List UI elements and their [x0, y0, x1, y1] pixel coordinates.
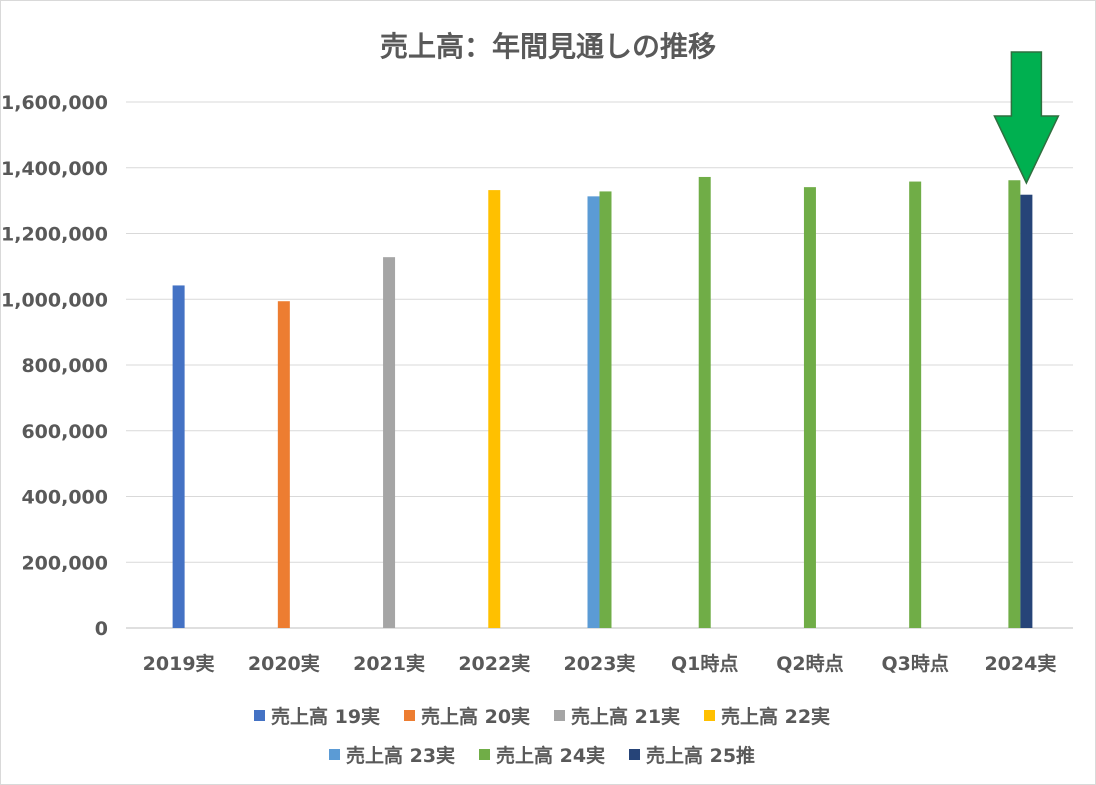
legend-label: 売上高 21実: [571, 705, 680, 728]
legend-label: 売上高 23実: [346, 744, 455, 767]
chart-title: 売上高：年間見通しの推移: [380, 30, 716, 63]
y-axis-ticks: 0 200,000 400,000 600,000 800,000 1,000,000 1,…: [1, 92, 108, 640]
x-tick-label: Q2時点: [776, 653, 843, 675]
y-tick-label: 0: [95, 618, 108, 640]
annotation: [993, 51, 1060, 185]
y-tick-label: 1,200,000: [1, 224, 108, 246]
bar-2020実-売上高-20実: [277, 301, 290, 628]
bar-2022実-売上高-22実: [488, 190, 501, 629]
down-arrow-icon: [993, 51, 1060, 185]
y-tick-label: 200,000: [21, 552, 108, 574]
bars: [172, 176, 1033, 629]
bar-2021実-売上高-21実: [383, 257, 396, 628]
bar-Q2時点-売上高-24実: [803, 187, 816, 629]
bar-2019実-売上高-19実: [172, 285, 185, 628]
x-tick-label: 2023実: [564, 652, 636, 675]
y-tick-label: 800,000: [21, 355, 108, 377]
legend-swatch: [329, 749, 340, 760]
bar-2024実-売上高-25推: [1020, 194, 1033, 628]
x-tick-label: 2021実: [353, 652, 425, 675]
legend-swatch: [254, 710, 265, 721]
x-tick-label: Q3時点: [881, 653, 948, 675]
x-tick-label: 2022実: [458, 652, 530, 675]
legend-swatch: [629, 749, 640, 760]
legend-swatch: [479, 749, 490, 760]
bar-Q3時点-売上高-24実: [909, 181, 922, 628]
x-tick-label: 2019実: [143, 652, 215, 675]
y-tick-label: 1,600,000: [1, 92, 108, 114]
y-tick-label: 600,000: [21, 421, 108, 443]
bar-2023実-売上高-23実: [587, 196, 600, 628]
bar-2024実-売上高-24実: [1008, 180, 1021, 628]
legend-label: 売上高 19実: [271, 705, 380, 728]
y-tick-label: 400,000: [21, 487, 108, 509]
legend-label: 売上高 22実: [721, 705, 830, 728]
x-axis-ticks: 2019実 2020実 2021実 2022実 2023実 Q1時点 Q2時点 Q3時点 202…: [143, 652, 1057, 675]
bar-2023実-売上高-24実: [599, 191, 612, 629]
legend-swatch: [404, 710, 415, 721]
x-tick-label: 2024実: [984, 652, 1056, 675]
legend-label: 売上高 20実: [421, 705, 530, 728]
bar-Q1時点-売上高-24実: [698, 176, 711, 628]
x-tick-label: Q1時点: [671, 653, 738, 675]
legend-label: 売上高 24実: [496, 744, 605, 767]
y-tick-label: 1,000,000: [1, 289, 108, 311]
y-tick-label: 1,400,000: [1, 158, 108, 180]
x-tick-label: 2020実: [248, 652, 320, 675]
legend-label: 売上高 25推: [646, 744, 755, 767]
legend-swatch: [704, 710, 715, 721]
legend-swatch: [554, 710, 565, 721]
